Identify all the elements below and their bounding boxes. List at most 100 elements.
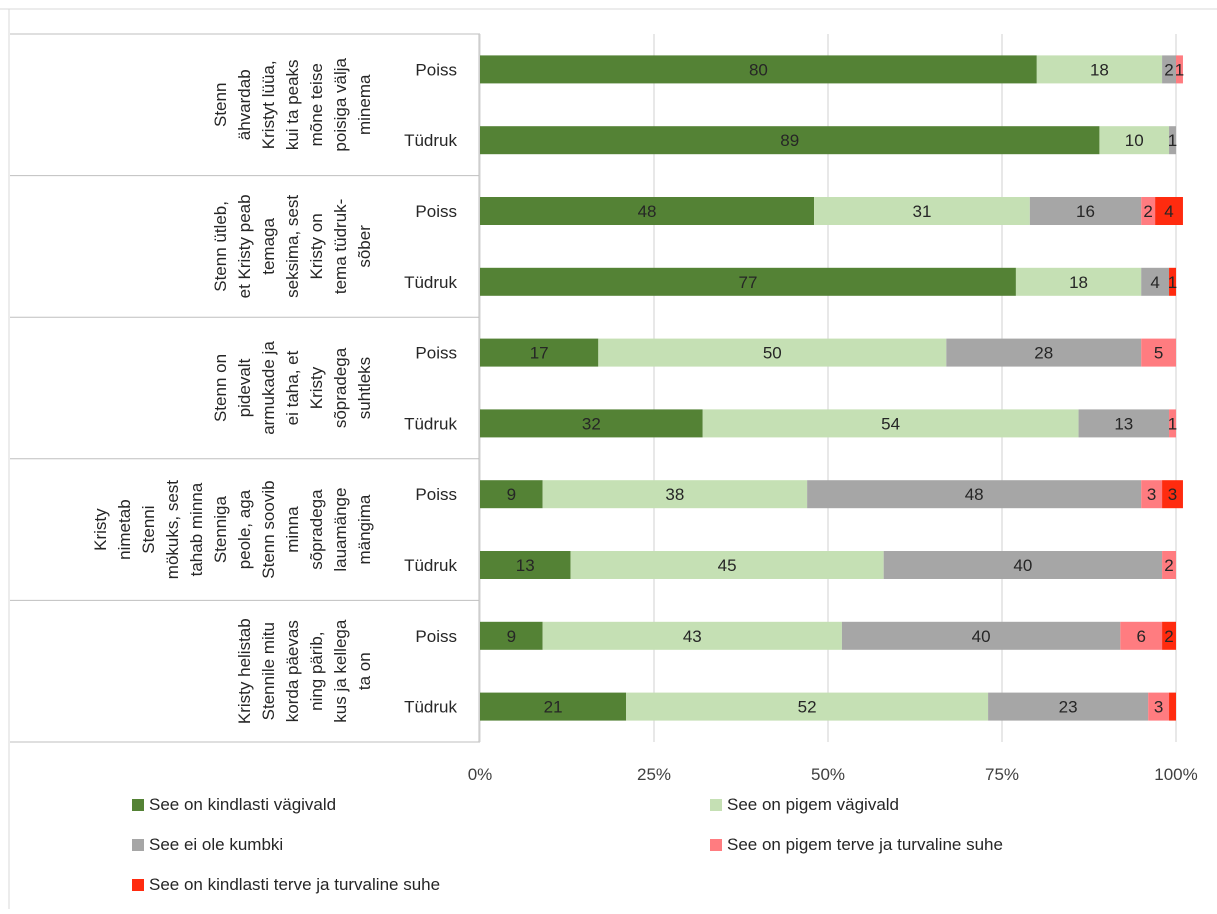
data-label: 9 bbox=[507, 485, 516, 504]
group-label-line: Stenn bbox=[211, 83, 230, 127]
group-label-line: Kristy bbox=[91, 508, 110, 551]
bar-segment bbox=[1162, 551, 1176, 579]
data-label: 13 bbox=[516, 556, 535, 575]
data-label: 16 bbox=[1076, 202, 1095, 221]
group-label-line: sõpradega bbox=[307, 489, 326, 570]
row-category-label: Poiss bbox=[415, 60, 457, 79]
legend-label: See on pigem terve ja turvaline suhe bbox=[727, 835, 1003, 854]
data-label: 40 bbox=[972, 627, 991, 646]
bar-segment bbox=[1169, 267, 1176, 296]
data-label: 1 bbox=[1175, 60, 1184, 79]
group-label-line: Kristyt lüüa, bbox=[259, 60, 278, 149]
bar-segment bbox=[1169, 126, 1176, 155]
bar-segment bbox=[1162, 55, 1176, 84]
data-label: 28 bbox=[1034, 344, 1053, 363]
row-category-label: Tüdruk bbox=[404, 414, 457, 433]
group-label-line: Kristy helistab bbox=[235, 618, 254, 724]
group-label: Kristy nimetab Stenni mökuks, sest tahab min… bbox=[91, 480, 374, 579]
bar-segment bbox=[1141, 197, 1156, 225]
bar-segment bbox=[1162, 621, 1176, 650]
data-label: 1 bbox=[1168, 131, 1177, 150]
bar-segment bbox=[807, 480, 1142, 509]
data-label: 6 bbox=[1136, 627, 1145, 646]
group-label-line: seksima, sest bbox=[283, 195, 302, 298]
data-label: 38 bbox=[665, 485, 684, 504]
data-label: 21 bbox=[544, 698, 563, 717]
bar-segment bbox=[480, 126, 1100, 155]
bar-segment bbox=[1099, 126, 1170, 155]
row-category-label: Poiss bbox=[415, 485, 457, 504]
data-label: 40 bbox=[1013, 556, 1032, 575]
row-category-label: Tüdruk bbox=[404, 131, 457, 150]
legend-swatch bbox=[132, 879, 144, 891]
data-label: 18 bbox=[1069, 273, 1088, 292]
legend-label: See ei ole kumbki bbox=[149, 835, 283, 854]
bar-segment bbox=[1169, 692, 1176, 721]
group-label-line: sõpradega bbox=[331, 347, 350, 428]
data-label: 77 bbox=[738, 273, 757, 292]
legend-swatch bbox=[710, 839, 722, 851]
bar-segment bbox=[542, 480, 808, 509]
data-label: 3 bbox=[1168, 485, 1177, 504]
group-label-line: peole, aga bbox=[235, 489, 254, 569]
row-category-label: Tüdruk bbox=[404, 273, 457, 292]
data-label: 2 bbox=[1164, 556, 1173, 575]
group-label-line: ähvardab bbox=[235, 69, 254, 140]
bar-segment bbox=[480, 55, 1037, 84]
data-label: 23 bbox=[1059, 698, 1078, 717]
group-label-line: ta on bbox=[355, 652, 374, 690]
data-label: 52 bbox=[798, 698, 817, 717]
bar-segment bbox=[1155, 197, 1183, 225]
x-tick-label: 50% bbox=[811, 765, 845, 784]
group-label-line: Stenniga bbox=[211, 496, 230, 564]
legend-swatch bbox=[132, 799, 144, 811]
legend-swatch bbox=[710, 799, 722, 811]
data-label: 10 bbox=[1125, 131, 1144, 150]
data-label: 3 bbox=[1154, 698, 1163, 717]
bar-segment bbox=[598, 338, 947, 367]
data-label: 5 bbox=[1154, 344, 1163, 363]
group-label-line: Kristy on bbox=[307, 213, 326, 279]
data-label: 43 bbox=[683, 627, 702, 646]
bar-segment bbox=[480, 267, 1016, 296]
row-category-label: Poiss bbox=[415, 344, 457, 363]
data-label: 2 bbox=[1143, 202, 1152, 221]
group-label: Kristy helistab Stennile mitu korda päevas… bbox=[235, 618, 374, 724]
bar-segment bbox=[702, 409, 1079, 438]
data-label: 31 bbox=[912, 202, 931, 221]
bar-segment bbox=[1078, 409, 1170, 438]
data-label: 13 bbox=[1114, 414, 1133, 433]
x-tick-label: 100% bbox=[1154, 765, 1197, 784]
data-label: 2 bbox=[1164, 627, 1173, 646]
bar-segment bbox=[1015, 267, 1142, 296]
bar-segment bbox=[1176, 55, 1183, 84]
data-label: 4 bbox=[1164, 202, 1173, 221]
bar-segment bbox=[1169, 409, 1176, 438]
group-label-line: Stenn ütleb, bbox=[211, 201, 230, 292]
legend-label: See on kindlasti terve ja turvaline suhe bbox=[149, 875, 440, 894]
group-label-line: tema tüdruk- bbox=[331, 199, 350, 294]
bar-segment bbox=[1141, 338, 1176, 367]
group-label-line: sõber bbox=[355, 225, 374, 268]
row-category-label: Tüdruk bbox=[404, 556, 457, 575]
group-label-line: Stenn soovib bbox=[259, 480, 278, 578]
data-label: 48 bbox=[965, 485, 984, 504]
group-label-line: ning pärib, bbox=[307, 632, 326, 711]
group-label-line: minema bbox=[355, 74, 374, 135]
bar-segment bbox=[542, 621, 842, 650]
bar-segment bbox=[570, 551, 884, 579]
group-label-line: temaga bbox=[259, 218, 278, 275]
group-label-line: suhtleks bbox=[355, 357, 374, 419]
data-label: 45 bbox=[718, 556, 737, 575]
data-label: 32 bbox=[582, 414, 601, 433]
legend-label: See on pigem vägivald bbox=[727, 795, 899, 814]
group-label-line: Kristy bbox=[307, 366, 326, 409]
data-label: 1 bbox=[1168, 273, 1177, 292]
bar-segment bbox=[946, 338, 1142, 367]
bar-segment bbox=[480, 480, 543, 509]
x-tick-label: 75% bbox=[985, 765, 1019, 784]
legend-label: See on kindlasti vägivald bbox=[149, 795, 336, 814]
bar-segment bbox=[1036, 55, 1163, 84]
